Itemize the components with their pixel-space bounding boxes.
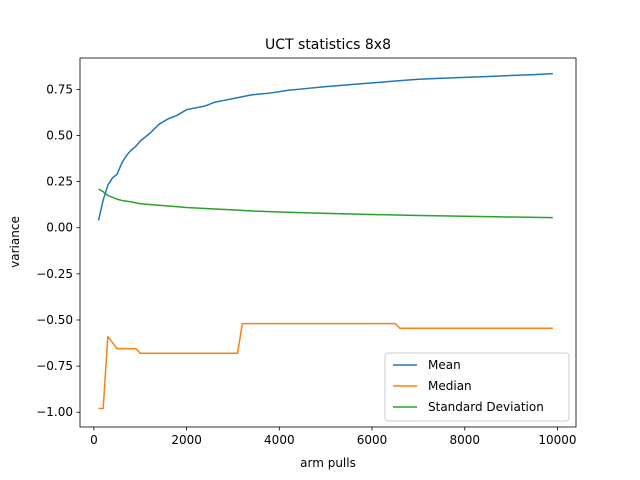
x-tick-label: 0 [90,433,98,447]
series-line-mean [97,72,553,221]
plot-area [97,72,553,410]
x-tick-label: 4000 [264,433,295,447]
y-tick-label: 0.25 [46,175,73,189]
axes-frame [79,57,577,428]
chart-title: UCT statistics 8x8 [265,37,391,53]
y-tick-label: −1.00 [36,405,73,419]
series-line-median [98,322,553,410]
x-axis: 0 2000 4000 6000 8000 10000 [90,427,577,447]
x-tick-label: 6000 [357,433,388,447]
y-tick-label: −0.50 [36,313,73,327]
legend-label-mean: Mean [428,358,461,372]
y-axis-label: variance [8,216,22,268]
y-tick-label: 0.75 [46,82,73,96]
legend-box [384,352,570,422]
legend: Mean Median Standard Deviation [384,352,570,422]
x-tick-label: 2000 [171,433,202,447]
legend-label-standard-deviation: Standard Deviation [428,400,544,414]
x-tick-label: 10000 [538,433,576,447]
legend-label-median: Median [428,379,472,393]
x-axis-label: arm pulls [300,456,356,470]
series-line-standard-deviation [98,188,553,219]
y-tick-label: −0.75 [36,359,73,373]
x-tick-label: 8000 [449,433,480,447]
y-tick-label: 0.00 [46,221,73,235]
y-tick-label: −0.25 [36,267,73,281]
y-axis: −1.00 −0.75 −0.50 −0.25 0.00 0.25 0.50 0.75 [36,82,80,419]
y-tick-label: 0.50 [46,128,73,142]
